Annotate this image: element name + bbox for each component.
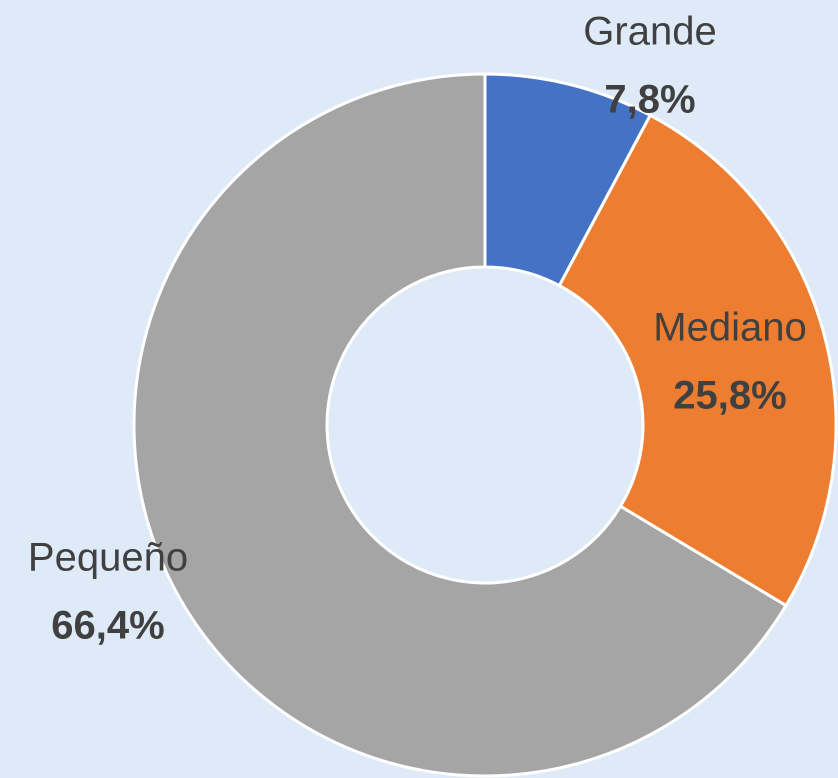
donut-slice (132, 72, 789, 778)
donut-slice (557, 113, 838, 608)
value-label: 7,8% (604, 78, 695, 122)
slice-label: Grande (583, 10, 716, 54)
value-label: 25,8% (673, 374, 786, 418)
slice-label: Mediano (653, 306, 806, 350)
slice-label: Pequeño (28, 536, 188, 580)
value-label: 66,4% (51, 604, 164, 648)
